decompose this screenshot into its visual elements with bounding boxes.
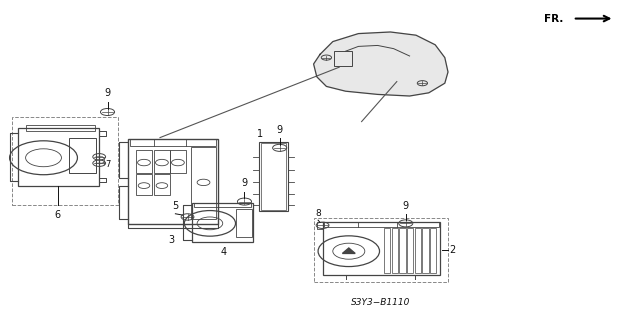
Bar xyxy=(12,117,118,205)
Bar xyxy=(334,51,352,66)
Text: 8: 8 xyxy=(316,209,321,218)
Bar xyxy=(415,228,421,273)
Bar xyxy=(422,228,429,273)
Text: 6: 6 xyxy=(54,210,61,220)
Text: 2: 2 xyxy=(449,244,456,255)
Polygon shape xyxy=(314,32,448,96)
Text: S3Y3−B1110: S3Y3−B1110 xyxy=(351,298,410,307)
Text: 1: 1 xyxy=(257,129,263,139)
Bar xyxy=(236,209,252,237)
Bar xyxy=(324,222,439,227)
Bar xyxy=(128,139,218,224)
Bar xyxy=(392,228,398,273)
Text: 7: 7 xyxy=(106,160,111,169)
Bar xyxy=(430,228,436,273)
Text: 3: 3 xyxy=(168,235,174,245)
Text: 9: 9 xyxy=(403,201,409,211)
Bar xyxy=(18,128,99,186)
Text: 9: 9 xyxy=(104,88,111,98)
Bar xyxy=(399,228,406,273)
Bar xyxy=(130,139,216,146)
Bar xyxy=(384,228,390,273)
Bar xyxy=(314,218,448,282)
Bar xyxy=(136,150,152,173)
Bar xyxy=(69,138,96,173)
Text: 5: 5 xyxy=(172,201,179,211)
Text: FR.: FR. xyxy=(544,13,563,24)
Bar xyxy=(261,143,286,210)
Bar xyxy=(192,203,253,242)
Bar xyxy=(323,222,440,275)
Bar xyxy=(194,203,251,207)
Bar xyxy=(154,150,170,173)
Bar xyxy=(136,174,152,195)
Bar xyxy=(26,125,95,131)
Polygon shape xyxy=(342,248,355,253)
Bar xyxy=(259,142,288,211)
Text: 9: 9 xyxy=(276,125,283,135)
Text: 4: 4 xyxy=(221,247,227,257)
Bar xyxy=(191,147,216,219)
Text: 9: 9 xyxy=(241,178,248,188)
Bar xyxy=(407,228,413,273)
Bar xyxy=(154,174,170,195)
Bar xyxy=(170,150,186,173)
